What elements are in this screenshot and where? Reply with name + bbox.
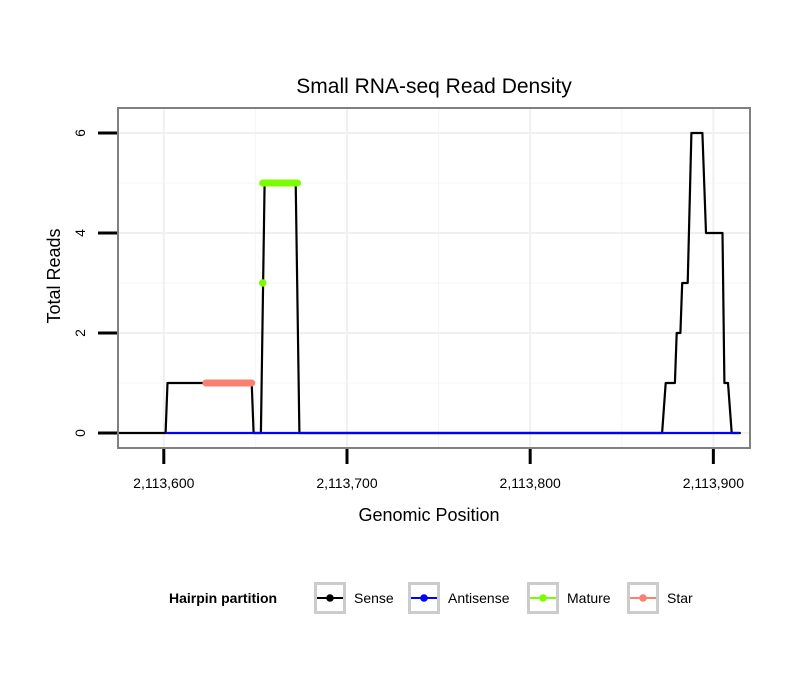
y-tick-label: 2 xyxy=(72,329,88,337)
legend-label-star: Star xyxy=(667,590,693,606)
legend: Hairpin partition Sense Antisense Mature St… xyxy=(169,582,693,614)
legend-label-sense: Sense xyxy=(354,590,394,606)
x-tick-label: 2,113,600 xyxy=(133,475,194,491)
axes: 2,113,600 2,113,700 2,113,800 2,113,900 0 2 4 6 xyxy=(72,129,744,491)
y-tick-label: 0 xyxy=(72,429,88,437)
legend-key-point xyxy=(420,594,428,602)
data-point-mature xyxy=(258,279,267,287)
x-tick-label: 2,113,700 xyxy=(316,475,377,491)
y-axis-title: Total Reads xyxy=(44,228,64,323)
legend-key-point xyxy=(639,594,647,602)
legend-key-point xyxy=(539,594,547,602)
legend-title: Hairpin partition xyxy=(169,590,277,606)
series-line-sense xyxy=(118,131,741,435)
legend-key-point xyxy=(326,594,334,602)
x-tick-label: 2,113,800 xyxy=(500,475,561,491)
legend-label-mature: Mature xyxy=(567,590,611,606)
x-axis-title: Genomic Position xyxy=(358,505,499,525)
plot-series xyxy=(118,131,741,435)
grid xyxy=(118,108,750,448)
y-tick-label: 6 xyxy=(72,129,88,137)
legend-label-antisense: Antisense xyxy=(448,590,510,606)
chart-title: Small RNA-seq Read Density xyxy=(296,75,572,98)
y-tick-label: 4 xyxy=(72,229,88,237)
plot-panel-border xyxy=(117,107,751,449)
x-tick-label: 2,113,900 xyxy=(683,475,744,491)
